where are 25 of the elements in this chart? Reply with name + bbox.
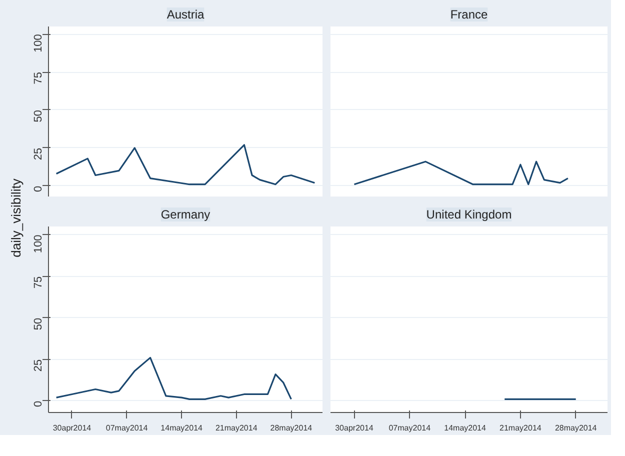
chart-title: Austria (166, 8, 204, 22)
y-tick-label: 0 (32, 186, 44, 192)
y-tick-label: 50 (32, 110, 44, 122)
x-tick-label: 30apr2014 (52, 424, 92, 432)
x-tick-label: 07may2014 (388, 424, 432, 432)
y-tick-label: 0 (32, 400, 44, 407)
y-tick-label: 25 (32, 148, 44, 160)
y-tick-label: 100 (32, 34, 44, 52)
x-tick-label: 28may2014 (270, 424, 313, 432)
x-tick-label: 14may2014 (160, 424, 204, 432)
y-axis-title: daily_visibility (8, 178, 24, 258)
x-tick-label: 28may2014 (554, 424, 598, 432)
chart-title: Germany (160, 208, 210, 222)
y-tick-label: 100 (32, 234, 44, 254)
y-tick-label: 25 (32, 359, 44, 372)
x-tick-label: 30apr2014 (335, 424, 374, 432)
y-tick-label: 50 (32, 318, 44, 330)
x-tick-label: 21may2014 (215, 424, 258, 432)
x-tick-label: 07may2014 (106, 424, 148, 432)
y-tick-label: 75 (32, 276, 44, 289)
chart-title: France (450, 8, 488, 22)
chart-title: United Kingdom (426, 208, 512, 222)
x-tick-label: 21may2014 (500, 424, 542, 432)
x-tick-label: 14may2014 (444, 424, 486, 432)
y-tick-label: 75 (32, 72, 44, 84)
